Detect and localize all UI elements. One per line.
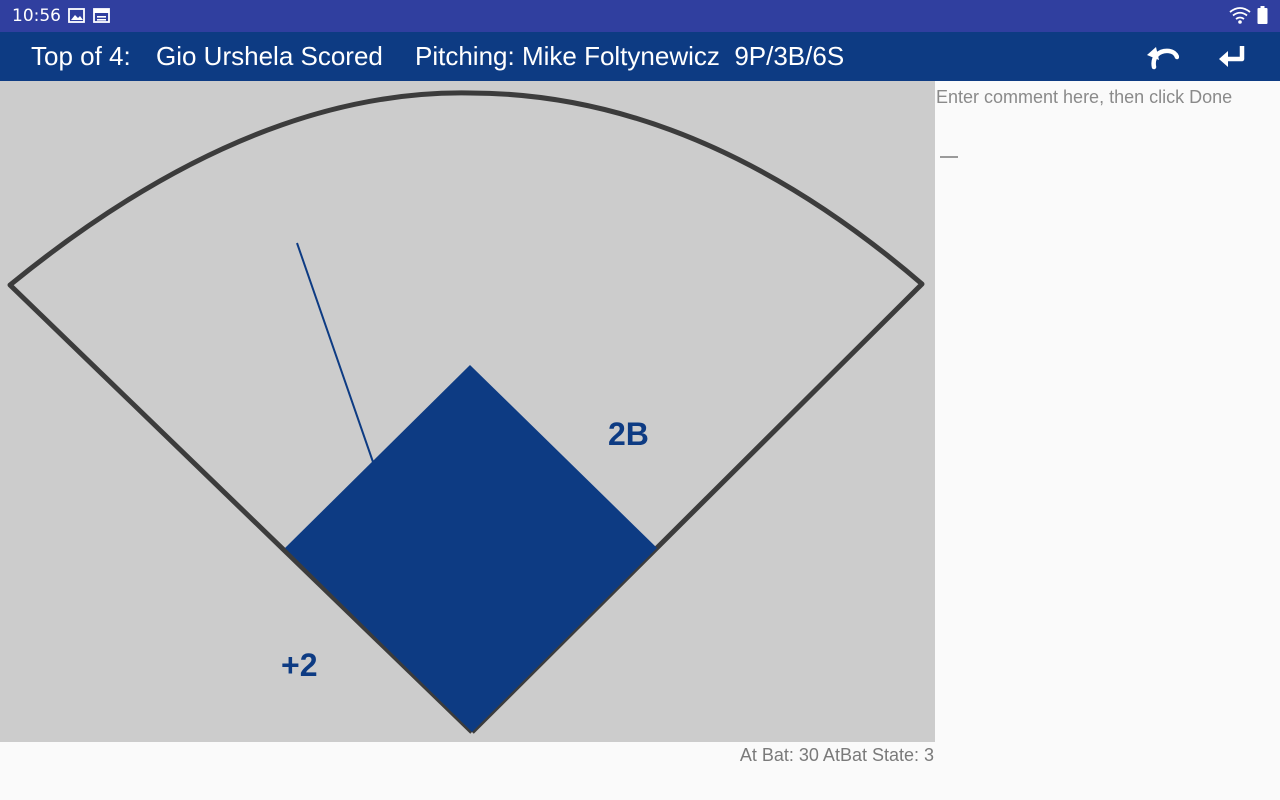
calendar-icon — [93, 8, 110, 27]
battery-icon — [1257, 6, 1268, 28]
comment-panel — [935, 81, 1280, 742]
status-bar: 10:56 — [0, 0, 1280, 32]
text-cursor-dash — [940, 156, 958, 158]
at-bat-status: At Bat: 30 AtBat State: 3 — [739, 745, 934, 765]
pitching-label: Pitching: Mike Foltynewicz 9P/3B/6S — [415, 41, 845, 71]
hit-trajectory-line — [296, 242, 374, 463]
undo-button[interactable] — [1142, 38, 1182, 76]
field-svg[interactable]: 2B +2 — [0, 81, 935, 742]
infield-diamond[interactable] — [285, 365, 657, 732]
comment-input[interactable] — [935, 81, 1275, 111]
undo-icon — [1147, 47, 1179, 70]
wifi-icon — [1229, 6, 1251, 28]
inning-label: Top of 4: — [31, 41, 131, 71]
app-bar: Top of 4: Gio Urshela Scored Pitching: M… — [0, 32, 1280, 81]
image-icon — [68, 8, 85, 27]
enter-icon — [1219, 46, 1245, 67]
event-label: Gio Urshela Scored — [156, 41, 383, 71]
outfield-fence — [7, 90, 925, 734]
field-diagram[interactable]: 2B +2 — [0, 81, 935, 742]
hit-type-label: 2B — [608, 416, 649, 452]
status-time: 10:56 — [12, 6, 61, 26]
runs-scored-label: +2 — [281, 647, 317, 683]
enter-button[interactable] — [1212, 38, 1252, 76]
